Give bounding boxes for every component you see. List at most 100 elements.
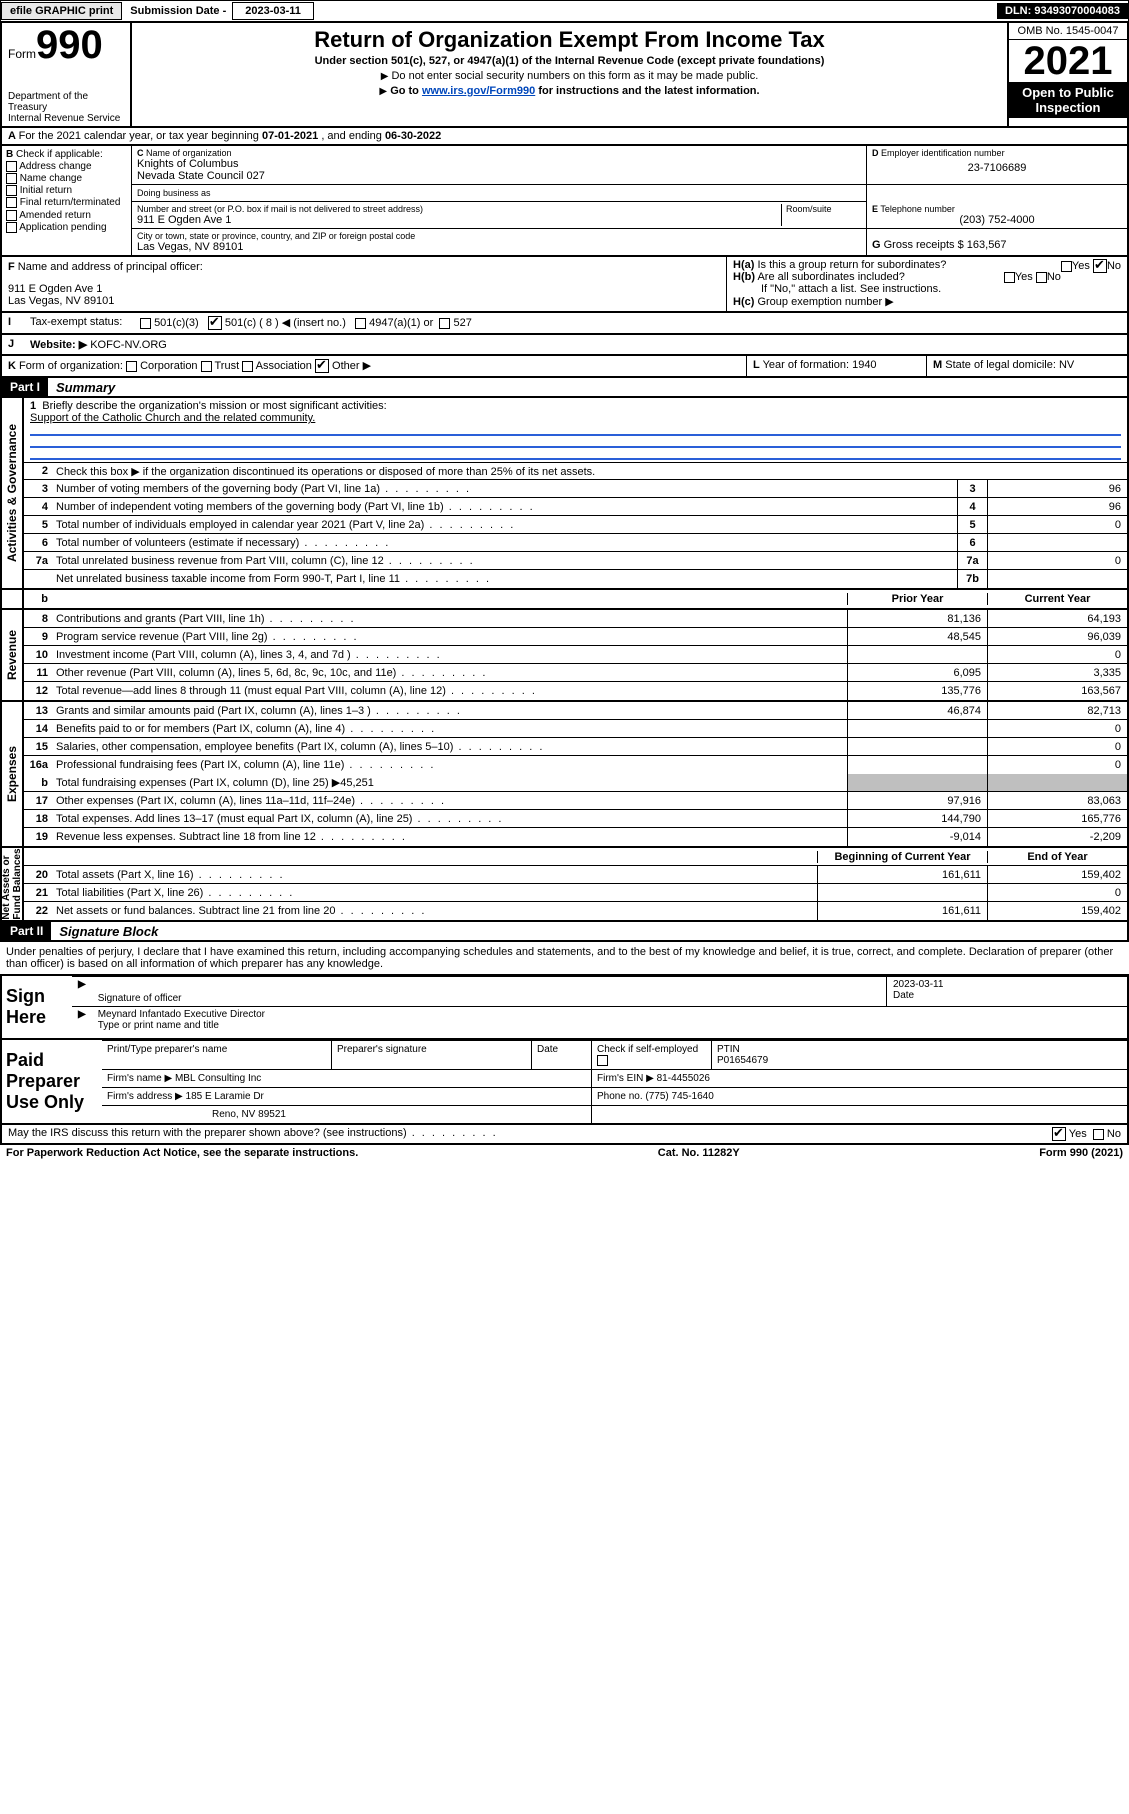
room-label: Room/suite: [781, 204, 861, 226]
ha-no[interactable]: [1093, 259, 1107, 273]
section-governance: Activities & Governance 1 Briefly descri…: [0, 398, 1129, 590]
a-mid: , and ending: [321, 130, 385, 142]
side-expenses: Expenses: [5, 746, 19, 802]
section-expenses: Expenses 13 Grants and similar amounts p…: [0, 702, 1129, 848]
officer-addr-1: 911 E Ogden Ave 1: [8, 283, 720, 295]
table-row: 22 Net assets or fund balances. Subtract…: [24, 902, 1127, 920]
chk-amended-return[interactable]: [6, 210, 17, 221]
prior-year-hdr: Prior Year: [847, 593, 987, 605]
ha-label: Is this a group return for subordinates?: [757, 259, 946, 271]
table-row: 5 Total number of individuals employed i…: [24, 516, 1127, 534]
section-revenue: Revenue 8 Contributions and grants (Part…: [0, 610, 1129, 702]
omb-number: OMB No. 1545-0047: [1009, 23, 1127, 40]
a-begin: 07-01-2021: [262, 130, 318, 142]
j-label: Website: ▶: [30, 339, 87, 351]
line-1-num: 1: [30, 400, 36, 412]
website-value: KOFC-NV.ORG: [90, 339, 167, 351]
row-a: A For the 2021 calendar year, or tax yea…: [0, 128, 1129, 146]
k-assoc[interactable]: [242, 361, 253, 372]
sign-date: 2023-03-11: [893, 979, 1121, 990]
form-word: Form: [8, 47, 36, 61]
table-row: 7a Total unrelated business revenue from…: [24, 552, 1127, 570]
table-row: 20 Total assets (Part X, line 16) 161,61…: [24, 866, 1127, 884]
mission-label: Briefly describe the organization's miss…: [42, 400, 386, 412]
irs-link[interactable]: www.irs.gov/Form990: [422, 85, 535, 97]
ha-yes[interactable]: [1061, 261, 1072, 272]
table-row: 14 Benefits paid to or for members (Part…: [24, 720, 1127, 738]
hb-label: Are all subordinates included?: [757, 271, 904, 283]
table-row: Net unrelated business taxable income fr…: [24, 570, 1127, 588]
line-16b-val: 45,251: [340, 777, 374, 789]
i-501c3[interactable]: [140, 318, 151, 329]
l-value: 1940: [852, 359, 876, 371]
chk-self-employed[interactable]: [597, 1055, 608, 1066]
submission-date-label: Submission Date -: [124, 5, 232, 17]
k-opt-3: Other ▶: [332, 360, 371, 372]
hb-yes[interactable]: [1004, 272, 1015, 283]
mission-text: Support of the Catholic Church and the r…: [30, 412, 1121, 424]
form-title: Return of Organization Exempt From Incom…: [138, 27, 1001, 53]
table-row: 18 Total expenses. Add lines 13–17 (must…: [24, 810, 1127, 828]
city-value: Las Vegas, NV 89101: [137, 241, 861, 253]
discuss-no[interactable]: [1093, 1129, 1104, 1140]
hb-no[interactable]: [1036, 272, 1047, 283]
note-goto-post: for instructions and the latest informat…: [535, 85, 759, 97]
i-501c[interactable]: [208, 316, 222, 330]
a-end: 06-30-2022: [385, 130, 441, 142]
table-row: 6 Total number of volunteers (estimate i…: [24, 534, 1127, 552]
chk-initial-return[interactable]: [6, 185, 17, 196]
chk-final-return[interactable]: [6, 197, 17, 208]
row-j: J Website: ▶ KOFC-NV.ORG: [0, 335, 1129, 356]
col-b-label: b: [24, 593, 52, 605]
chk-application-pending[interactable]: [6, 222, 17, 233]
k-trust[interactable]: [201, 361, 212, 372]
signature-officer-label: Signature of officer: [98, 993, 182, 1004]
row-i: I Tax-exempt status: 501(c)(3) 501(c) ( …: [0, 313, 1129, 335]
perjury-statement: Under penalties of perjury, I declare th…: [0, 942, 1129, 974]
table-row: 3 Number of voting members of the govern…: [24, 480, 1127, 498]
f-label: Name and address of principal officer:: [18, 261, 203, 273]
efile-print-button[interactable]: efile GRAPHIC print: [1, 2, 122, 20]
i-opt-2: 4947(a)(1) or: [369, 317, 433, 329]
b-item-0: Address change: [19, 161, 91, 172]
open-inspection: Open to Public Inspection: [1009, 82, 1127, 118]
phone-label: Phone no.: [597, 1091, 643, 1102]
k-other[interactable]: [315, 359, 329, 373]
chk-address-change[interactable]: [6, 161, 17, 172]
part-2-bar: Part II: [2, 922, 51, 940]
k-corp[interactable]: [126, 361, 137, 372]
table-row: 16a Professional fundraising fees (Part …: [24, 756, 1127, 774]
discuss-yes[interactable]: [1052, 1127, 1066, 1141]
i-opt-1: 501(c) ( 8 ) ◀ (insert no.): [225, 317, 346, 329]
part-2-title: Signature Block: [51, 924, 158, 939]
org-name-2: Nevada State Council 027: [137, 170, 861, 182]
table-row: 11 Other revenue (Part VIII, column (A),…: [24, 664, 1127, 682]
d-label: Employer identification number: [881, 148, 1005, 158]
col-header-row: b Prior Year Current Year: [0, 590, 1129, 610]
b-item-1: Name change: [20, 173, 82, 184]
row-klm: K Form of organization: Corporation Trus…: [0, 356, 1129, 378]
i-opt-0: 501(c)(3): [154, 317, 199, 329]
paid-preparer-block: Paid Preparer Use Only Print/Type prepar…: [0, 1040, 1129, 1125]
section-netassets: Net Assets orFund Balances Beginning of …: [0, 848, 1129, 922]
line-16b-num: b: [24, 777, 52, 789]
table-row: 12 Total revenue—add lines 8 through 11 …: [24, 682, 1127, 700]
prep-sig-hdr: Preparer's signature: [332, 1041, 532, 1069]
note-ssn: Do not enter social security numbers on …: [391, 70, 758, 82]
part-1-title: Summary: [48, 380, 115, 395]
sign-here-block: Sign Here ▶ Signature of officer 2023-03…: [0, 974, 1129, 1040]
note-goto-pre: Go to: [390, 85, 422, 97]
chk-name-change[interactable]: [6, 173, 17, 184]
i-4947[interactable]: [355, 318, 366, 329]
irs-label: Internal Revenue Service: [8, 113, 126, 124]
firm-name: MBL Consulting Inc: [175, 1073, 261, 1084]
b-item-5: Application pending: [19, 222, 106, 233]
k-opt-2: Association: [256, 360, 312, 372]
table-row: 10 Investment income (Part VIII, column …: [24, 646, 1127, 664]
dln: DLN: 93493070004083: [997, 3, 1128, 19]
firm-ein-label: Firm's EIN ▶: [597, 1073, 654, 1084]
cat-no: Cat. No. 11282Y: [658, 1147, 740, 1159]
i-label: Tax-exempt status:: [24, 313, 134, 333]
footer-discuss: May the IRS discuss this return with the…: [0, 1125, 1129, 1145]
i-527[interactable]: [439, 318, 450, 329]
